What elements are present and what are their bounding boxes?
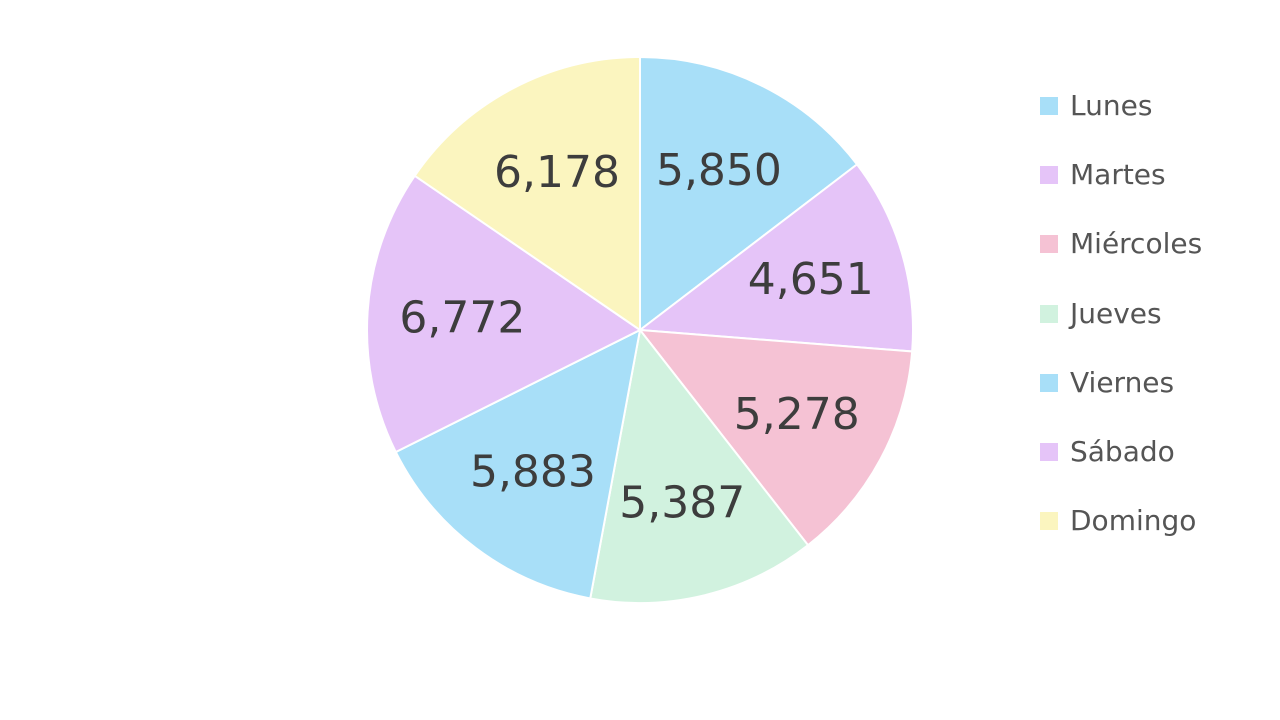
legend-swatch <box>1040 442 1058 461</box>
slice-value-label: 5,883 <box>470 447 596 498</box>
legend-swatch <box>1040 166 1058 185</box>
slices-layer <box>366 55 914 604</box>
legend-item: Sábado <box>1040 430 1270 499</box>
legend-swatch <box>1040 373 1058 392</box>
legend-label: Martes <box>1070 158 1166 192</box>
legend-label: Lunes <box>1070 89 1153 122</box>
pie-slice-lunes <box>639 55 859 333</box>
pie-slice-jueves <box>589 327 810 604</box>
pie-slice-miércoles <box>637 328 914 547</box>
legend-item: Lunes <box>1040 84 1270 153</box>
slice-value-label: 5,850 <box>656 145 782 196</box>
legend-label: Viernes <box>1070 365 1175 399</box>
legend-swatch <box>1040 97 1058 115</box>
legend-label: Miércoles <box>1070 227 1203 261</box>
legend-label: Domingo <box>1070 504 1197 538</box>
slice-value-label: 6,178 <box>494 147 620 198</box>
pie-slice-viernes <box>394 328 642 600</box>
legend-label: Sábado <box>1070 434 1175 468</box>
legend-item: Jueves <box>1040 292 1270 361</box>
legend-swatch <box>1040 512 1058 531</box>
legend-item: Domingo <box>1040 499 1270 568</box>
slice-value-label: 6,772 <box>399 292 525 343</box>
pie-slice-domingo <box>413 55 641 332</box>
slice-labels-layer: 5,850 4,651 5,278 5,387 5,883 6,772 6,178 <box>399 145 873 528</box>
slice-value-label: 5,387 <box>619 477 745 528</box>
pie-slice-martes <box>637 162 914 353</box>
legend: Lunes Martes Miércoles Jueves Viernes Sábado D… <box>1040 84 1270 568</box>
legend-item: Miércoles <box>1040 222 1270 291</box>
legend-swatch <box>1040 235 1058 254</box>
legend-item: Martes <box>1040 153 1270 222</box>
pie-slice-sábado <box>366 174 642 454</box>
legend-item: Viernes <box>1040 361 1270 430</box>
slice-value-label: 5,278 <box>734 389 860 440</box>
legend-label: Jueves <box>1070 296 1162 330</box>
legend-swatch <box>1040 304 1058 323</box>
slice-value-label: 4,651 <box>748 254 874 305</box>
